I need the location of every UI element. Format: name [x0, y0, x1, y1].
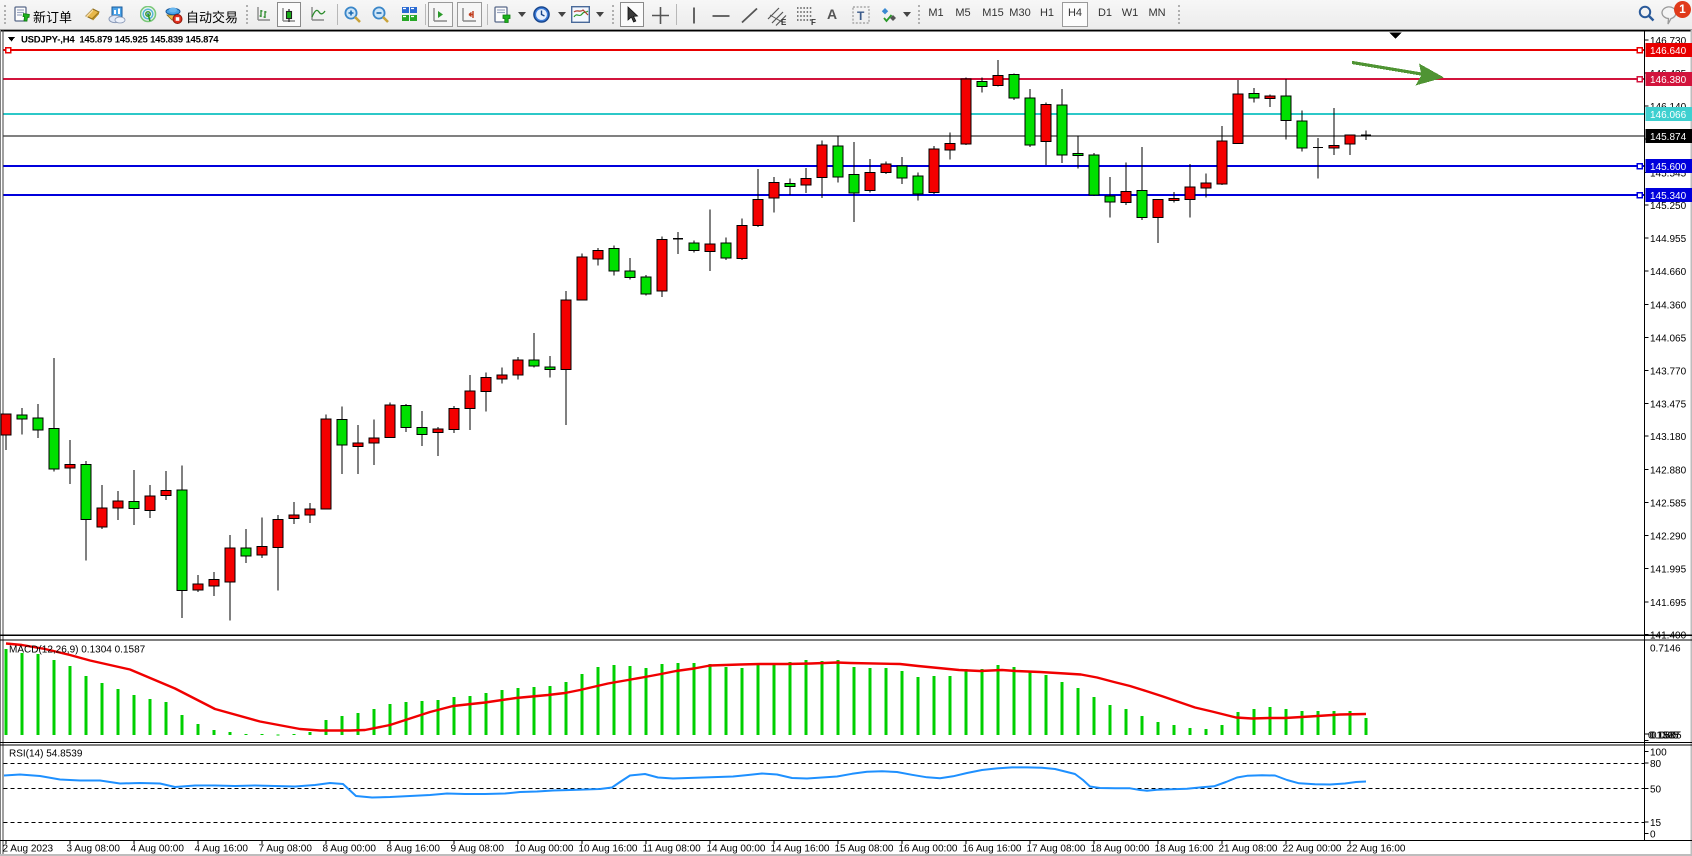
svg-text:0.7146: 0.7146 — [1650, 644, 1681, 655]
svg-text:RSI(14) 54.8539: RSI(14) 54.8539 — [9, 748, 83, 759]
svg-text:3 Aug 08:00: 3 Aug 08:00 — [67, 844, 121, 855]
svg-text:0.1305: 0.1305 — [1648, 730, 1679, 741]
svg-text:144.065: 144.065 — [1650, 334, 1687, 345]
svg-text:21 Aug 08:00: 21 Aug 08:00 — [1219, 844, 1278, 855]
svg-text:MACD(12,26,9) 0.1304 0.1587: MACD(12,26,9) 0.1304 0.1587 — [9, 645, 146, 656]
svg-text:4 Aug 16:00: 4 Aug 16:00 — [195, 844, 249, 855]
svg-text:14 Aug 16:00: 14 Aug 16:00 — [771, 844, 830, 855]
svg-text:16 Aug 16:00: 16 Aug 16:00 — [963, 844, 1022, 855]
svg-text:22 Aug 00:00: 22 Aug 00:00 — [1283, 844, 1342, 855]
svg-text:2 Aug 2023: 2 Aug 2023 — [3, 844, 54, 855]
svg-text:10 Aug 00:00: 10 Aug 00:00 — [515, 844, 574, 855]
svg-text:0.1587: 0.1587 — [1650, 730, 1681, 741]
svg-text:146.066: 146.066 — [1650, 110, 1687, 121]
svg-text:18 Aug 00:00: 18 Aug 00:00 — [1091, 844, 1150, 855]
svg-text:E: E — [781, 18, 787, 26]
svg-text:0: 0 — [1650, 830, 1656, 841]
svg-text:143.770: 143.770 — [1650, 366, 1687, 377]
svg-text:142.880: 142.880 — [1650, 466, 1687, 477]
svg-text:145.250: 145.250 — [1650, 201, 1687, 212]
svg-text:15: 15 — [1650, 818, 1662, 829]
svg-text:146.640: 146.640 — [1650, 46, 1687, 57]
svg-text:146.380: 146.380 — [1650, 75, 1687, 86]
svg-text:145.600: 145.600 — [1650, 162, 1687, 173]
svg-text:143.180: 143.180 — [1650, 432, 1687, 443]
svg-text:141.695: 141.695 — [1650, 598, 1687, 609]
svg-text:22 Aug 16:00: 22 Aug 16:00 — [1347, 844, 1406, 855]
svg-text:7 Aug 08:00: 7 Aug 08:00 — [259, 844, 313, 855]
svg-text:141.400: 141.400 — [1650, 631, 1687, 642]
svg-text:145.545: 145.545 — [1650, 168, 1687, 179]
svg-text:16 Aug 00:00: 16 Aug 00:00 — [899, 844, 958, 855]
svg-text:8 Aug 16:00: 8 Aug 16:00 — [387, 844, 441, 855]
svg-text:144.360: 144.360 — [1650, 301, 1687, 312]
svg-text:100: 100 — [1650, 748, 1667, 759]
svg-text:142.290: 142.290 — [1650, 532, 1687, 543]
svg-text:15 Aug 08:00: 15 Aug 08:00 — [835, 844, 894, 855]
svg-text:14 Aug 00:00: 14 Aug 00:00 — [707, 844, 766, 855]
svg-text:144.660: 144.660 — [1650, 267, 1687, 278]
svg-text:9 Aug 08:00: 9 Aug 08:00 — [451, 844, 505, 855]
svg-text:145.874: 145.874 — [1650, 132, 1687, 143]
svg-text:144.955: 144.955 — [1650, 234, 1687, 245]
svg-text:17 Aug 08:00: 17 Aug 08:00 — [1027, 844, 1086, 855]
svg-text:0.0605: 0.0605 — [1651, 730, 1682, 741]
svg-text:F: F — [811, 18, 816, 26]
svg-text:142.585: 142.585 — [1650, 499, 1687, 510]
svg-text:10 Aug 16:00: 10 Aug 16:00 — [579, 844, 638, 855]
svg-text:143.475: 143.475 — [1650, 399, 1687, 410]
svg-text:4 Aug 00:00: 4 Aug 00:00 — [131, 844, 185, 855]
svg-text:50: 50 — [1650, 784, 1662, 795]
svg-text:8 Aug 00:00: 8 Aug 00:00 — [323, 844, 377, 855]
svg-text:80: 80 — [1650, 759, 1662, 770]
svg-text:141.995: 141.995 — [1650, 565, 1687, 576]
svg-text:18 Aug 16:00: 18 Aug 16:00 — [1155, 844, 1214, 855]
svg-text:146.730: 146.730 — [1650, 36, 1687, 47]
svg-text:USDJPY-,H4 145.879 145.925 14: USDJPY-,H4 145.879 145.925 145.839 145.8… — [21, 35, 219, 46]
svg-text:T: T — [857, 9, 865, 23]
svg-text:11 Aug 08:00: 11 Aug 08:00 — [643, 844, 702, 855]
svg-text:145.340: 145.340 — [1650, 191, 1687, 202]
